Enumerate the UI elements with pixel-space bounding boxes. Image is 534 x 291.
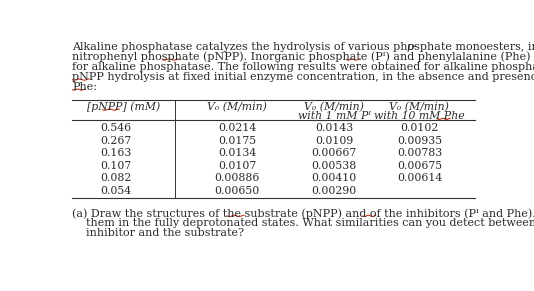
Text: 0.00675: 0.00675 [397, 161, 442, 171]
Text: 0.054: 0.054 [100, 186, 131, 196]
Text: Phe:: Phe: [72, 82, 97, 92]
Text: 0.00783: 0.00783 [397, 148, 442, 158]
Text: 0.00650: 0.00650 [215, 186, 260, 196]
Text: with 10 mM Phe: with 10 mM Phe [374, 111, 465, 121]
Text: nitrophenyl phosphate (pNPP). Inorganic phosphate (Pᴵ) and phenylalanine (Phe) a: nitrophenyl phosphate (pNPP). Inorganic … [72, 52, 534, 63]
Text: 0.546: 0.546 [100, 123, 131, 134]
Text: 0.082: 0.082 [100, 173, 131, 183]
Text: 0.0102: 0.0102 [400, 123, 438, 134]
Text: [pNPP] (mM): [pNPP] (mM) [87, 102, 160, 113]
Text: (a) Draw the structures of the substrate (pNPP) and of the inhibitors (Pᴵ and Ph: (a) Draw the structures of the substrate… [72, 208, 534, 219]
Text: Alkaline phosphatase catalyzes the hydrolysis of various phosphate monoesters, i: Alkaline phosphatase catalyzes the hydro… [72, 42, 534, 52]
Text: 0.0107: 0.0107 [218, 161, 256, 171]
Text: pNPP hydrolysis at fixed initial enzyme concentration, in the absence and presen: pNPP hydrolysis at fixed initial enzyme … [72, 72, 534, 82]
Text: 0.00538: 0.00538 [311, 161, 357, 171]
Text: 0.267: 0.267 [100, 136, 131, 146]
Text: 0.00290: 0.00290 [311, 186, 357, 196]
Text: 0.0134: 0.0134 [218, 148, 256, 158]
Text: 0.00886: 0.00886 [215, 173, 260, 183]
Text: 0.0214: 0.0214 [218, 123, 256, 134]
Text: 0.0175: 0.0175 [218, 136, 256, 146]
Text: 0.163: 0.163 [100, 148, 131, 158]
Text: V₀ (M/min): V₀ (M/min) [207, 102, 267, 112]
Text: 0.00614: 0.00614 [397, 173, 442, 183]
Text: V₀ (M/min): V₀ (M/min) [389, 102, 449, 112]
Text: for alkaline phosphatase. The following results were obtained for alkaline phosp: for alkaline phosphatase. The following … [72, 62, 534, 72]
Text: 0.00935: 0.00935 [397, 136, 442, 146]
Text: 0.107: 0.107 [100, 161, 131, 171]
Text: 0.0143: 0.0143 [315, 123, 354, 134]
Text: with 1 mM Pᴵ: with 1 mM Pᴵ [297, 111, 371, 121]
Text: p-: p- [407, 42, 418, 52]
Text: them in the fully deprotonated states. What similarities can you detect between : them in the fully deprotonated states. W… [86, 218, 534, 228]
Text: V₀ (M/min): V₀ (M/min) [304, 102, 364, 112]
Text: 0.00667: 0.00667 [311, 148, 357, 158]
Text: 0.0109: 0.0109 [315, 136, 354, 146]
Text: 0.00410: 0.00410 [311, 173, 357, 183]
Text: inhibitor and the substrate?: inhibitor and the substrate? [86, 228, 244, 238]
